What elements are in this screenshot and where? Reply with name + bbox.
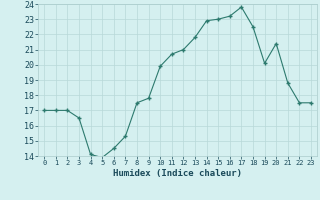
X-axis label: Humidex (Indice chaleur): Humidex (Indice chaleur)	[113, 169, 242, 178]
